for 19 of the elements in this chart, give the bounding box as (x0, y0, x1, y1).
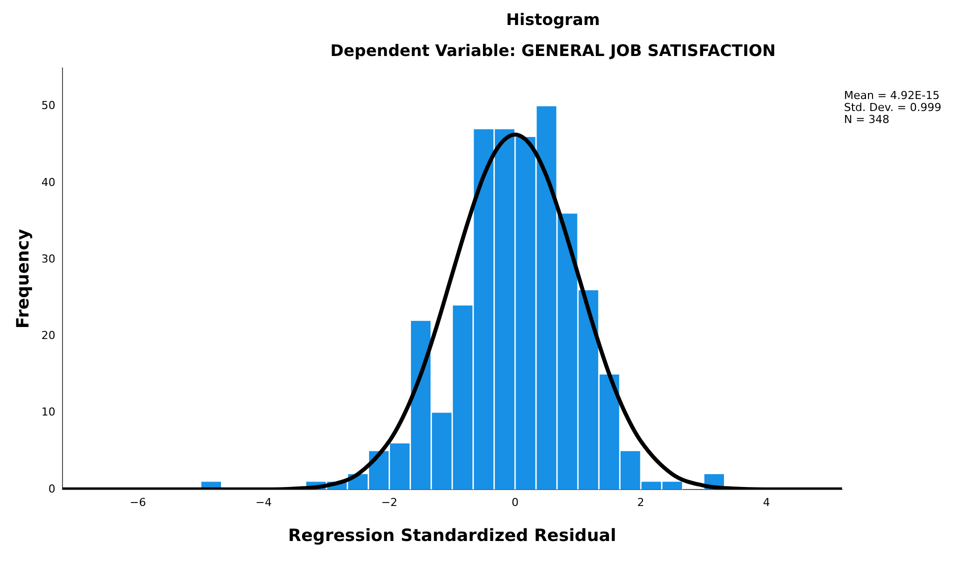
x-tick-label: −6 (130, 496, 146, 509)
y-tick-label: 50 (41, 99, 56, 112)
chart-title: Histogram (505, 10, 601, 29)
y-axis-title: Frequency (14, 228, 34, 328)
x-tick-label: 2 (637, 496, 644, 509)
y-tick-label: 40 (41, 176, 56, 189)
y-tick-label: 20 (41, 329, 56, 342)
x-tick-label: −2 (381, 496, 398, 509)
y-tick-label: 30 (41, 252, 56, 266)
x-tick-label: 0 (512, 496, 519, 509)
text: N = 348 (844, 113, 890, 126)
x-tick-label: −4 (255, 496, 272, 509)
x-axis-title: Regression Standardized Residual (288, 526, 616, 546)
y-tick-label: 0 (48, 482, 56, 496)
x-tick-label: 4 (763, 496, 770, 509)
y-tick-label: 10 (41, 406, 56, 419)
text: Std. Dev. = 0.999 (844, 101, 942, 114)
chart-subtitle: Dependent Variable: GENERAL JOB SATISFACTION (329, 41, 777, 60)
text: Mean = 4.92E-15 (844, 89, 941, 102)
